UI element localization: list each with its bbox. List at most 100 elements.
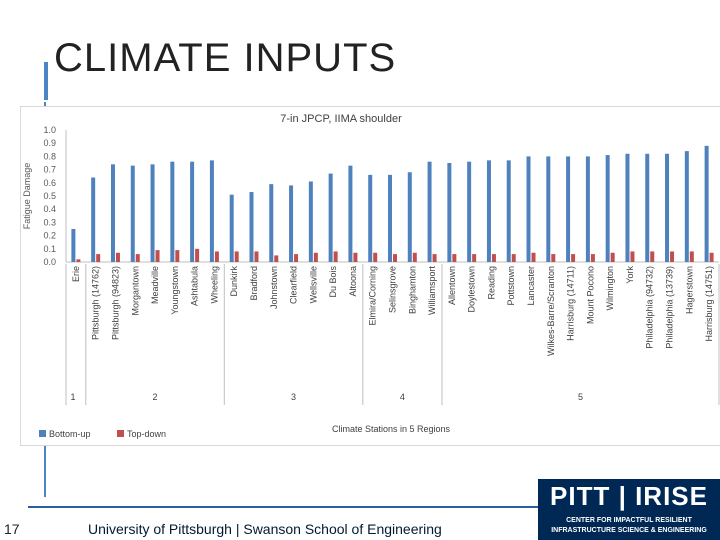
bar-top-down <box>610 252 615 262</box>
title-accent-bar <box>44 62 48 100</box>
y-tick-label: 0.6 <box>43 178 56 188</box>
bar-bottom-up <box>150 164 155 262</box>
region-label: 1 <box>70 392 75 402</box>
category-label: Allentown <box>447 266 457 305</box>
y-tick-label: 1.0 <box>43 125 56 135</box>
bar-top-down <box>294 254 299 262</box>
region-label: 4 <box>400 392 405 402</box>
x-axis-label: Climate Stations in 5 Regions <box>332 424 451 434</box>
bar-top-down <box>234 251 239 262</box>
footer-text: University of Pittsburgh | Swanson Schoo… <box>88 521 442 537</box>
category-label: Elmira/Corning <box>368 266 378 326</box>
category-label: Wilmington <box>605 266 615 311</box>
category-label: Philadelphia (94732) <box>645 266 655 349</box>
category-label: York <box>625 266 635 284</box>
y-tick-label: 0.7 <box>43 165 56 175</box>
region-label: 2 <box>153 392 158 402</box>
bar-bottom-up <box>348 165 353 262</box>
bar-top-down <box>96 254 101 262</box>
bar-bottom-up <box>645 153 650 262</box>
bar-bottom-up <box>665 153 670 262</box>
bar-top-down <box>689 251 694 262</box>
bar-top-down <box>274 255 279 262</box>
bar-bottom-up <box>71 229 76 262</box>
bar-bottom-up <box>308 181 313 262</box>
bar-bottom-up <box>526 156 531 262</box>
category-label: Doylestown <box>467 266 477 313</box>
bar-bottom-up <box>388 174 392 262</box>
category-label: Selinsgrove <box>388 266 398 313</box>
category-label: Meadville <box>150 266 160 304</box>
bar-bottom-up <box>467 161 472 262</box>
bar-bottom-up <box>486 160 491 262</box>
category-label: Pottstown <box>506 266 516 306</box>
logo-wordmark: PITT | IRISE <box>550 481 708 511</box>
bar-top-down <box>393 254 397 262</box>
bar-bottom-up <box>427 161 432 262</box>
bar-top-down <box>353 252 358 262</box>
bar-top-down <box>195 248 200 262</box>
legend-label: Bottom-up <box>49 429 91 439</box>
category-label: Lancaster <box>526 266 536 306</box>
bar-bottom-up <box>368 174 373 262</box>
y-axis-label: Fatigue Damage <box>22 163 32 230</box>
bar-top-down <box>373 252 378 262</box>
bar-bottom-up <box>328 173 333 262</box>
logo-tagline-1: CENTER FOR IMPACTFUL RESILIENT <box>566 517 692 524</box>
bar-bottom-up <box>684 151 689 262</box>
category-label: Harrisburg (14751) <box>704 266 714 342</box>
bar-bottom-up <box>190 161 195 262</box>
category-label: Erie <box>71 266 81 282</box>
pitt-irise-logo: PITT | IRISE CENTER FOR IMPACTFUL RESILI… <box>538 479 720 540</box>
category-label: Mount Pocono <box>585 266 595 324</box>
bar-top-down <box>175 250 180 262</box>
bar-top-down <box>115 252 120 262</box>
bar-bottom-up <box>704 145 709 262</box>
y-tick-label: 0.2 <box>43 231 56 241</box>
bar-bottom-up <box>447 163 452 262</box>
bar-top-down <box>472 254 477 262</box>
bar-bottom-up <box>209 160 214 262</box>
bar-top-down <box>551 254 556 262</box>
bar-top-down <box>214 251 219 262</box>
bar-bottom-up <box>506 160 511 262</box>
legend-label: Top-down <box>127 429 166 439</box>
bar-bottom-up <box>407 172 412 262</box>
bar-top-down <box>135 254 140 262</box>
y-tick-label: 0.0 <box>43 257 56 267</box>
bar-top-down <box>630 251 635 262</box>
chart-title: 7-in JPCP, IIMA shoulder <box>280 113 402 125</box>
y-tick-label: 0.1 <box>43 244 56 254</box>
category-label: Clearfield <box>289 266 299 304</box>
category-label: Youngstown <box>170 266 180 315</box>
bar-top-down <box>155 250 160 262</box>
footer-rule <box>28 506 628 508</box>
category-label: Pittsburgh (94823) <box>110 266 120 340</box>
bar-top-down <box>590 254 595 262</box>
bar-top-down <box>650 251 655 262</box>
category-label: Du Bois <box>328 266 338 298</box>
bar-bottom-up <box>546 156 551 262</box>
bar-top-down <box>432 254 437 262</box>
bar-bottom-up <box>585 156 590 262</box>
region-label: 3 <box>291 392 296 402</box>
bar-bottom-up <box>566 156 571 262</box>
slide-title: CLIMATE INPUTS <box>54 36 397 80</box>
bar-bottom-up <box>249 192 254 262</box>
bar-top-down <box>709 252 714 262</box>
bar-top-down <box>254 251 259 262</box>
category-label: Harrisburg (14711) <box>566 266 576 341</box>
bar-top-down <box>412 252 417 262</box>
y-tick-label: 0.3 <box>43 217 56 227</box>
category-label: Hagerstown <box>684 266 694 314</box>
category-label: Wilkes-Barre/Scranton <box>546 266 556 356</box>
bar-bottom-up <box>289 185 294 262</box>
category-label: Wellsville <box>308 266 318 303</box>
y-tick-label: 0.4 <box>43 204 56 214</box>
category-label: Binghamton <box>407 266 417 314</box>
bar-top-down <box>313 252 318 262</box>
bar-bottom-up <box>130 165 135 262</box>
category-label: Ashtabula <box>190 266 200 306</box>
category-label: Pittsburgh (14762) <box>91 266 101 340</box>
category-label: Dunkirk <box>229 266 239 297</box>
